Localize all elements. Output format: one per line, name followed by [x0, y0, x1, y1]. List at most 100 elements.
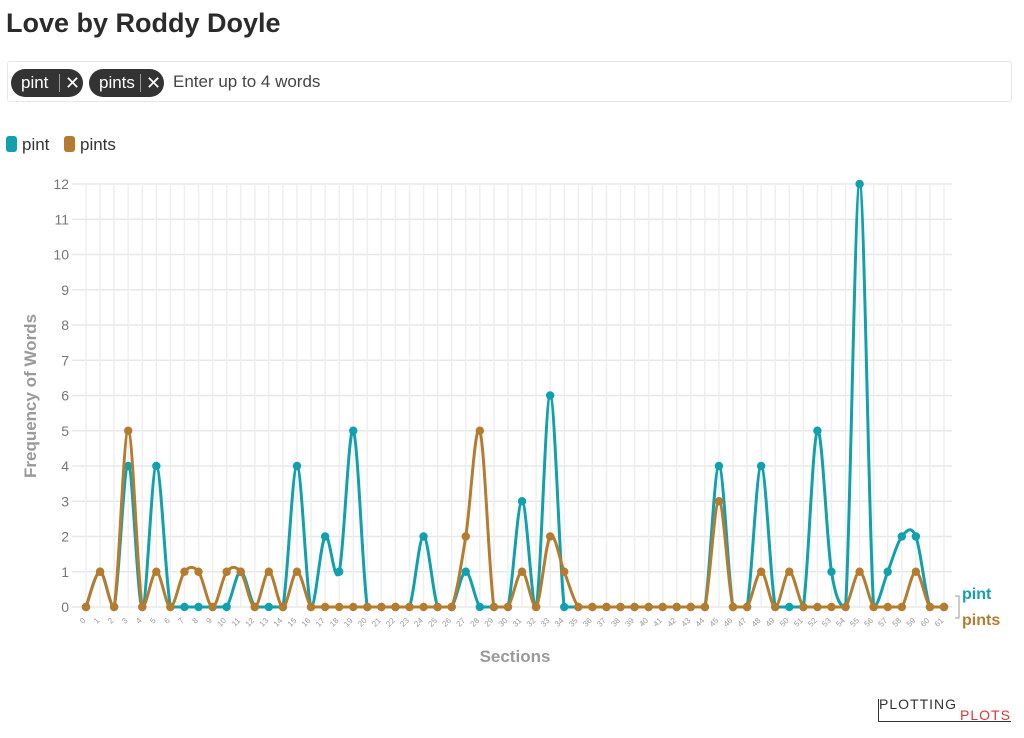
data-point-pints[interactable]	[433, 602, 442, 612]
data-point-pints[interactable]	[475, 426, 485, 435]
data-point-pints[interactable]	[813, 602, 822, 612]
data-point-pints[interactable]	[138, 602, 147, 612]
data-point-pints[interactable]	[489, 602, 499, 612]
data-point-pint[interactable]	[461, 567, 470, 576]
data-point-pint[interactable]	[785, 602, 794, 612]
data-point-pints[interactable]	[785, 567, 794, 576]
y-tick-label: 10	[53, 247, 69, 263]
data-point-pints[interactable]	[109, 602, 119, 612]
data-point-pints[interactable]	[841, 602, 850, 612]
legend-item-pint[interactable]: pint	[6, 135, 49, 155]
data-point-pints[interactable]	[194, 567, 203, 576]
data-point-pints[interactable]	[742, 602, 752, 612]
data-point-pints[interactable]	[95, 567, 105, 576]
data-point-pints[interactable]	[292, 567, 302, 576]
data-point-pints[interactable]	[405, 602, 414, 612]
data-point-pint[interactable]	[756, 461, 766, 471]
data-point-pints[interactable]	[250, 602, 259, 612]
data-point-pints[interactable]	[166, 602, 175, 612]
data-point-pint[interactable]	[264, 602, 274, 612]
data-point-pints[interactable]	[264, 567, 274, 576]
data-point-pints[interactable]	[939, 602, 949, 612]
data-point-pints[interactable]	[855, 567, 864, 576]
data-point-pints[interactable]	[531, 602, 541, 612]
data-point-pints[interactable]	[180, 567, 189, 576]
data-point-pints[interactable]	[419, 602, 428, 612]
data-point-pints[interactable]	[306, 602, 316, 612]
data-point-pints[interactable]	[81, 602, 91, 612]
data-point-pints[interactable]	[208, 602, 217, 612]
x-tick-label: 43	[680, 616, 693, 629]
data-point-pints[interactable]	[574, 602, 583, 612]
data-point-pints[interactable]	[700, 602, 710, 612]
remove-chip-icon[interactable]: ✕	[146, 73, 162, 93]
data-point-pints[interactable]	[883, 602, 892, 612]
data-point-pints[interactable]	[560, 567, 569, 576]
data-point-pints[interactable]	[602, 602, 611, 612]
data-point-pints[interactable]	[658, 602, 667, 612]
data-point-pints[interactable]	[236, 567, 245, 576]
data-point-pint[interactable]	[152, 461, 161, 471]
data-point-pints[interactable]	[756, 567, 766, 576]
data-point-pints[interactable]	[672, 602, 681, 612]
data-point-pints[interactable]	[363, 602, 372, 612]
data-point-pints[interactable]	[925, 602, 935, 612]
data-point-pint[interactable]	[123, 461, 133, 471]
data-point-pints[interactable]	[391, 602, 400, 612]
data-point-pints[interactable]	[616, 602, 625, 612]
data-point-pint[interactable]	[419, 532, 428, 541]
data-point-pints[interactable]	[686, 602, 696, 612]
data-point-pints[interactable]	[503, 602, 513, 612]
data-point-pints[interactable]	[278, 602, 288, 612]
data-point-pints[interactable]	[123, 426, 133, 435]
x-tick-label: 33	[539, 616, 552, 629]
remove-chip-icon[interactable]: ✕	[65, 73, 81, 93]
data-point-pint[interactable]	[827, 567, 836, 576]
data-point-pints[interactable]	[897, 602, 907, 612]
data-point-pint[interactable]	[334, 567, 344, 576]
data-point-pints[interactable]	[728, 602, 738, 612]
data-point-pint[interactable]	[475, 602, 485, 612]
word-search-input[interactable]	[173, 62, 573, 101]
data-point-pints[interactable]	[222, 567, 231, 576]
legend-item-pints[interactable]: pints	[64, 135, 116, 155]
plotting-plots-logo[interactable]: PLOTTING PLOTS	[878, 696, 1018, 726]
data-point-pint[interactable]	[517, 497, 527, 506]
data-point-pint[interactable]	[560, 602, 569, 612]
word-chip-pint[interactable]: pint ✕	[11, 69, 83, 97]
data-point-pint[interactable]	[194, 602, 203, 612]
data-point-pints[interactable]	[517, 567, 527, 576]
data-point-pint[interactable]	[292, 461, 302, 471]
data-point-pints[interactable]	[152, 567, 161, 576]
data-point-pints[interactable]	[349, 602, 358, 612]
word-search-bar[interactable]: pint ✕ pints ✕	[7, 61, 1012, 102]
data-point-pints[interactable]	[771, 602, 780, 612]
data-point-pints[interactable]	[799, 602, 808, 612]
data-point-pints[interactable]	[827, 602, 836, 612]
data-point-pint[interactable]	[813, 426, 822, 435]
data-point-pints[interactable]	[545, 532, 555, 541]
word-chip-pints[interactable]: pints ✕	[89, 69, 164, 97]
data-point-pint[interactable]	[855, 179, 864, 189]
data-point-pints[interactable]	[461, 532, 470, 541]
data-point-pints[interactable]	[320, 602, 330, 612]
data-point-pint[interactable]	[897, 532, 907, 541]
data-point-pint[interactable]	[714, 461, 724, 471]
data-point-pint[interactable]	[349, 426, 358, 435]
data-point-pint[interactable]	[222, 602, 231, 612]
data-point-pint[interactable]	[545, 391, 555, 400]
data-point-pints[interactable]	[377, 602, 386, 612]
data-point-pints[interactable]	[588, 602, 597, 612]
data-point-pint[interactable]	[320, 532, 330, 541]
data-point-pints[interactable]	[334, 602, 344, 612]
data-point-pints[interactable]	[644, 602, 653, 612]
data-point-pint[interactable]	[911, 532, 921, 541]
data-point-pint[interactable]	[883, 567, 892, 576]
data-point-pints[interactable]	[714, 497, 724, 506]
data-point-pint[interactable]	[180, 602, 189, 612]
data-point-pints[interactable]	[869, 602, 878, 612]
data-point-pints[interactable]	[630, 602, 639, 612]
data-point-pints[interactable]	[447, 602, 456, 612]
data-point-pints[interactable]	[911, 567, 921, 576]
